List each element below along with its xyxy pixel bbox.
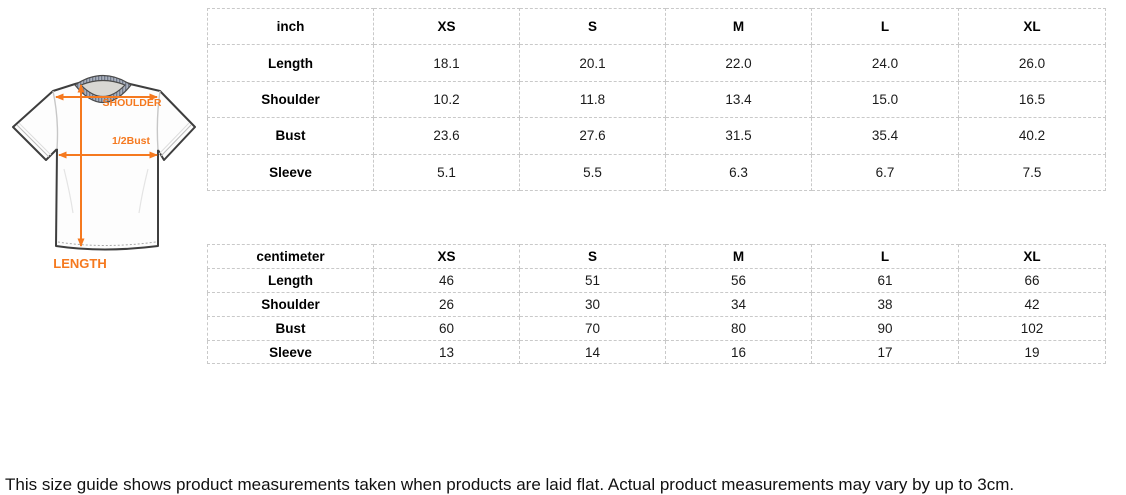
size-table-centimeter: centimeter XS S M L XL Length 46 51 56 61 66 Shoulde… [207, 244, 1106, 365]
measurement-row: Sleeve 5.1 5.5 6.3 6.7 7.5 [207, 153, 1106, 191]
size-cell: 90 [811, 315, 959, 341]
bust-label: 1/2Bust [112, 135, 150, 147]
size-cell: 23.6 [373, 117, 520, 155]
tshirt-illustration: SHOULDER 1/2Bust LENGTH [12, 74, 196, 271]
size-cell: 38 [811, 291, 959, 317]
size-row-label: Bust [207, 315, 374, 341]
size-col-header: L [811, 7, 959, 46]
unit-header: inch [207, 7, 374, 46]
size-cell: 42 [958, 291, 1106, 317]
unit-header: centimeter [207, 244, 374, 269]
size-guide-note: This size guide shows product measuremen… [5, 475, 1015, 494]
size-cell: 35.4 [811, 117, 959, 155]
size-table-inch: inch XS S M L XL Length 18.1 20.1 22.0 24.0 26.0 Sho… [207, 7, 1106, 191]
length-label: LENGTH [53, 256, 106, 271]
size-cell: 40.2 [958, 117, 1106, 155]
size-col-header: S [519, 7, 666, 46]
size-cell: 26 [373, 291, 520, 317]
size-col-header: L [811, 244, 959, 269]
size-cell: 24.0 [811, 44, 959, 82]
size-cell: 56 [665, 267, 812, 293]
size-cell: 6.3 [665, 153, 812, 191]
size-col-header: XS [373, 7, 520, 46]
size-col-header: M [665, 7, 812, 46]
size-col-header: XL [958, 7, 1106, 46]
size-cell: 30 [519, 291, 666, 317]
size-col-header: M [665, 244, 812, 269]
size-cell: 46 [373, 267, 520, 293]
measurement-row: Sleeve 13 14 16 17 19 [207, 339, 1106, 365]
size-col-header: S [519, 244, 666, 269]
measurement-row: Length 18.1 20.1 22.0 24.0 26.0 [207, 44, 1106, 82]
size-cell: 13 [373, 339, 520, 365]
size-cell: 11.8 [519, 80, 666, 119]
size-cell: 60 [373, 315, 520, 341]
size-cell: 70 [519, 315, 666, 341]
measurement-row: Length 46 51 56 61 66 [207, 267, 1106, 293]
size-row-label: Shoulder [207, 80, 374, 119]
measurement-row: Shoulder 10.2 11.8 13.4 15.0 16.5 [207, 80, 1106, 119]
size-row-label: Sleeve [207, 339, 374, 365]
size-row-label: Bust [207, 117, 374, 155]
shoulder-label: SHOULDER [103, 97, 162, 109]
size-cell: 102 [958, 315, 1106, 341]
size-cell: 27.6 [519, 117, 666, 155]
size-cell: 26.0 [958, 44, 1106, 82]
size-cell: 66 [958, 267, 1106, 293]
size-col-header: XL [958, 244, 1106, 269]
size-cell: 34 [665, 291, 812, 317]
size-cell: 10.2 [373, 80, 520, 119]
size-cell: 17 [811, 339, 959, 365]
size-cell: 31.5 [665, 117, 812, 155]
size-cell: 18.1 [373, 44, 520, 82]
size-cell: 5.1 [373, 153, 520, 191]
size-col-header: XS [373, 244, 520, 269]
tshirt-diagram: SHOULDER 1/2Bust LENGTH [8, 63, 208, 275]
measurement-arrows [55, 84, 158, 247]
size-row-label: Shoulder [207, 291, 374, 317]
size-row-label: Sleeve [207, 153, 374, 191]
size-row-label: Length [207, 267, 374, 293]
size-cell: 80 [665, 315, 812, 341]
size-cell: 5.5 [519, 153, 666, 191]
size-cell: 7.5 [958, 153, 1106, 191]
header-row: inch XS S M L XL [207, 7, 1106, 46]
size-cell: 20.1 [519, 44, 666, 82]
measurement-row: Shoulder 26 30 34 38 42 [207, 291, 1106, 317]
header-row: centimeter XS S M L XL [207, 244, 1106, 269]
size-cell: 13.4 [665, 80, 812, 119]
size-cell: 14 [519, 339, 666, 365]
size-cell: 51 [519, 267, 666, 293]
size-cell: 15.0 [811, 80, 959, 119]
size-cell: 6.7 [811, 153, 959, 191]
size-cell: 19 [958, 339, 1106, 365]
size-cell: 16 [665, 339, 812, 365]
size-cell: 22.0 [665, 44, 812, 82]
size-cell: 61 [811, 267, 959, 293]
size-row-label: Length [207, 44, 374, 82]
measurement-row: Bust 23.6 27.6 31.5 35.4 40.2 [207, 117, 1106, 155]
size-cell: 16.5 [958, 80, 1106, 119]
measurement-row: Bust 60 70 80 90 102 [207, 315, 1106, 341]
